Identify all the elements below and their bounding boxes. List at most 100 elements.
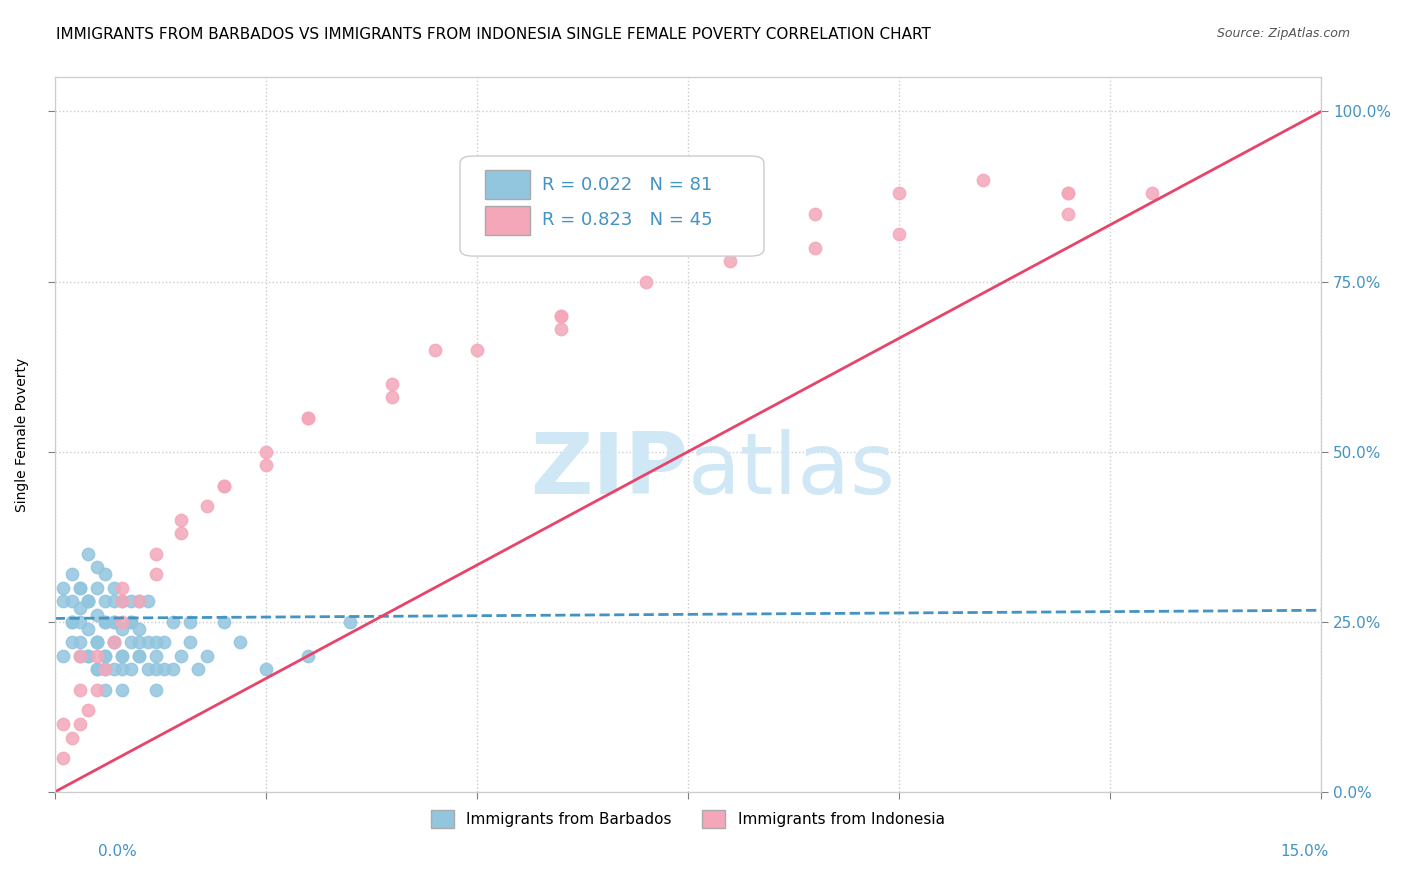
Point [128,594,150,608]
Text: 15.0%: 15.0% [1281,845,1329,859]
Point [60,615,83,629]
Point [170,513,193,527]
Point [69,648,91,663]
Point [60,731,83,745]
Point [60,615,83,629]
Point [111,648,134,663]
Point [94,663,117,677]
Point [52,581,75,595]
Point [254,444,277,458]
Point [94,682,117,697]
Point [297,410,319,425]
FancyBboxPatch shape [485,206,530,235]
Point [145,663,167,677]
Point [86,635,108,649]
Point [339,615,361,629]
Text: ZIP: ZIP [530,429,688,512]
Text: 0.0%: 0.0% [98,845,138,859]
Point [153,635,176,649]
Point [69,717,91,731]
Point [128,648,150,663]
Point [103,663,125,677]
Point [179,615,201,629]
Point [94,663,117,677]
Point [111,648,134,663]
Point [103,615,125,629]
Point [1057,186,1080,201]
Point [212,479,235,493]
Point [111,622,134,636]
Point [136,635,159,649]
Point [145,547,167,561]
Point [803,241,825,255]
Point [111,682,134,697]
Point [887,227,910,241]
Legend: Immigrants from Barbados, Immigrants from Indonesia: Immigrants from Barbados, Immigrants fro… [425,804,950,834]
Point [170,648,193,663]
Point [254,458,277,473]
Point [60,635,83,649]
Point [153,663,176,677]
Point [86,560,108,574]
Point [86,581,108,595]
Point [77,703,100,717]
Point [103,635,125,649]
Point [77,594,100,608]
Point [69,635,91,649]
Point [229,635,252,649]
Point [52,648,75,663]
Point [212,615,235,629]
Point [128,622,150,636]
Point [465,343,488,357]
Point [187,663,209,677]
Point [52,751,75,765]
Point [170,526,193,541]
FancyBboxPatch shape [460,156,763,256]
Point [120,663,142,677]
Text: R = 0.022   N = 81: R = 0.022 N = 81 [543,176,713,194]
Point [69,615,91,629]
Point [103,635,125,649]
Point [69,648,91,663]
Point [145,567,167,582]
FancyBboxPatch shape [485,170,530,199]
Point [103,615,125,629]
Text: R = 0.823   N = 45: R = 0.823 N = 45 [543,211,713,229]
Point [120,594,142,608]
Point [128,648,150,663]
Point [52,594,75,608]
Point [179,635,201,649]
Point [86,682,108,697]
Point [297,410,319,425]
Point [77,622,100,636]
Text: Source: ZipAtlas.com: Source: ZipAtlas.com [1216,27,1350,40]
Point [77,547,100,561]
Point [52,717,75,731]
Point [103,581,125,595]
Point [60,594,83,608]
Point [111,663,134,677]
Point [195,499,218,513]
Y-axis label: Single Female Poverty: Single Female Poverty [15,358,30,512]
Point [136,594,159,608]
Point [94,594,117,608]
Point [94,648,117,663]
Point [550,322,572,336]
Point [128,594,150,608]
Point [195,648,218,663]
Point [111,615,134,629]
Point [86,635,108,649]
Point [120,635,142,649]
Point [718,254,741,268]
Point [1057,206,1080,220]
Point [94,615,117,629]
Point [94,615,117,629]
Text: IMMIGRANTS FROM BARBADOS VS IMMIGRANTS FROM INDONESIA SINGLE FEMALE POVERTY CORR: IMMIGRANTS FROM BARBADOS VS IMMIGRANTS F… [56,27,931,42]
Text: atlas: atlas [688,429,896,512]
Point [550,309,572,323]
Point [803,206,825,220]
Point [120,615,142,629]
Point [145,635,167,649]
Point [86,663,108,677]
Point [145,682,167,697]
